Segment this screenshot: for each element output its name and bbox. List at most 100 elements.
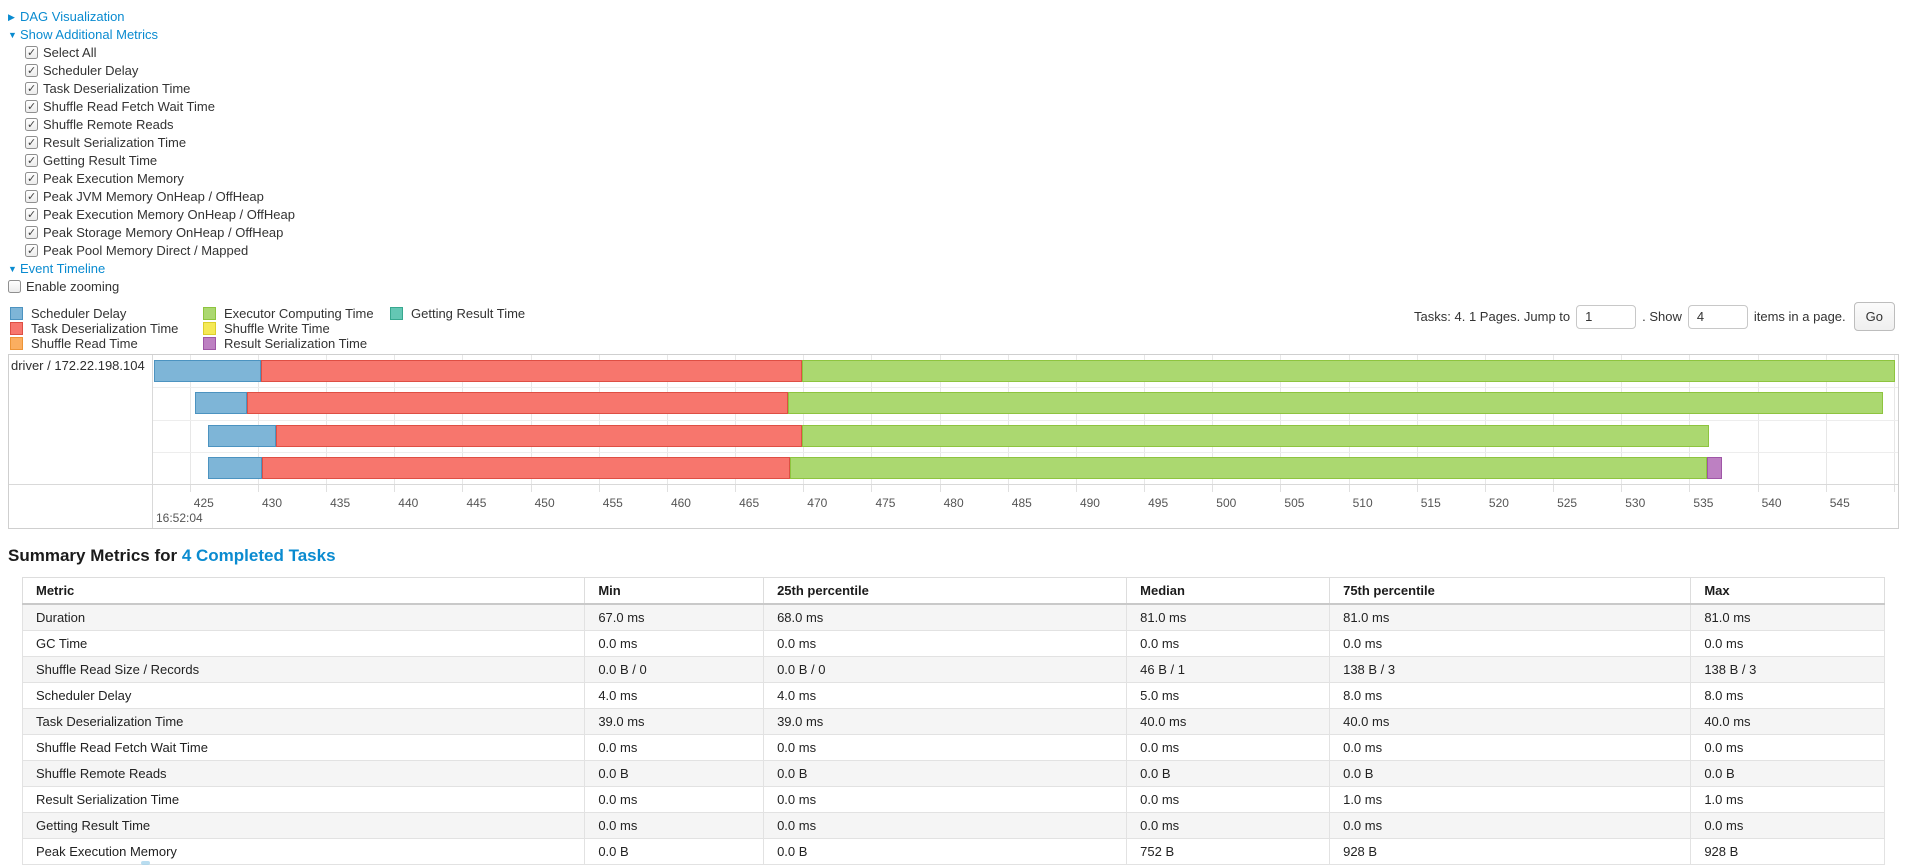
summary-row-peak-execution-memory: Peak Execution Memory 0.0 B 0.0 B 752 B 928 … bbox=[21, 838, 1885, 865]
summary-header-25th-percentile: 25th percentile bbox=[763, 577, 1128, 605]
axis-tick bbox=[1484, 485, 1486, 492]
axis-gridline bbox=[1007, 355, 1009, 484]
summary-cell: 4.0 ms bbox=[584, 682, 765, 709]
metric-option-peak-jvm-memory-onheap-offheap[interactable]: Peak JVM Memory OnHeap / OffHeap bbox=[25, 188, 1899, 206]
task-bar-segment-scheduler-delay[interactable] bbox=[195, 392, 248, 414]
metric-option-result-serialization-time[interactable]: Result Serialization Time bbox=[25, 134, 1899, 152]
task-bar-segment-task-deserialization-time[interactable] bbox=[262, 457, 790, 479]
summary-cell: 0.0 ms bbox=[584, 630, 765, 657]
enable-zooming-row[interactable]: Enable zooming bbox=[8, 278, 1899, 296]
summary-cell: 0.0 ms bbox=[1126, 630, 1331, 657]
metric-option-label: Getting Result Time bbox=[43, 153, 158, 168]
checkbox-checked-icon[interactable] bbox=[25, 62, 38, 80]
page-jump-input[interactable] bbox=[1576, 304, 1637, 329]
summary-cell: 0.0 B bbox=[763, 760, 1128, 787]
axis-tick-label: 425 bbox=[193, 496, 214, 510]
summary-cell: 0.0 ms bbox=[584, 734, 765, 761]
checkbox-checked-icon[interactable] bbox=[25, 170, 38, 188]
dag-visualization-link[interactable]: DAG Visualization bbox=[20, 9, 125, 24]
summary-cell: 0.0 ms bbox=[1690, 630, 1885, 657]
axis-tick bbox=[871, 485, 873, 492]
axis-tick bbox=[462, 485, 464, 492]
show-additional-metrics-link[interactable]: Show Additional Metrics bbox=[20, 27, 159, 42]
checkbox-checked-icon[interactable] bbox=[25, 242, 38, 260]
axis-gridline bbox=[1144, 355, 1146, 484]
legend-item-result-serialization-time: Result Serialization Time bbox=[203, 336, 374, 351]
task-bar-segment-task-deserialization-time[interactable] bbox=[247, 392, 789, 414]
axis-tick-label: 505 bbox=[1284, 496, 1305, 510]
completed-tasks-link[interactable]: 4 Completed Tasks bbox=[181, 546, 336, 565]
checkbox-checked-icon[interactable] bbox=[25, 152, 38, 170]
timeline-group-column: driver / 172.22.198.104 bbox=[9, 355, 153, 528]
summary-header-max: Max bbox=[1690, 577, 1885, 605]
task-deserialization-time-swatch-icon bbox=[10, 322, 23, 335]
task-bar-segment-result-serialization-time[interactable] bbox=[1707, 457, 1723, 479]
timeline-plot-area bbox=[153, 355, 1898, 484]
checkbox-checked-icon[interactable] bbox=[25, 134, 38, 152]
summary-cell: 0.0 ms bbox=[584, 812, 765, 839]
summary-cell: 928 B bbox=[1329, 838, 1692, 865]
summary-cell: 0.0 ms bbox=[763, 812, 1128, 839]
axis-tick bbox=[1416, 485, 1418, 492]
checkbox-checked-icon[interactable] bbox=[25, 206, 38, 224]
chevron-down-icon: ▼ bbox=[8, 30, 17, 40]
task-bar-segment-task-deserialization-time[interactable] bbox=[275, 425, 802, 447]
axis-tick-label: 445 bbox=[466, 496, 487, 510]
summary-cell: 81.0 ms bbox=[1329, 603, 1692, 631]
task-bar-segment-task-deserialization-time[interactable] bbox=[260, 360, 802, 382]
task-bar-segment-executor-computing-time[interactable] bbox=[801, 360, 1896, 382]
metric-option-peak-execution-memory[interactable]: Peak Execution Memory bbox=[25, 170, 1899, 188]
timeline-time-axis: 425 430 435 440 445 450 455 460 465 470 475 480 485 4… bbox=[9, 484, 1898, 528]
show-additional-metrics-toggle[interactable]: ▼ Show Additional Metrics bbox=[8, 26, 1899, 44]
checkbox-checked-icon[interactable] bbox=[25, 188, 38, 206]
axis-tick bbox=[394, 485, 396, 492]
summary-cell: 0.0 ms bbox=[1329, 630, 1692, 657]
axis-gridline bbox=[1212, 355, 1214, 484]
enable-zooming-checkbox[interactable] bbox=[8, 280, 21, 293]
metric-option-label: Shuffle Read Fetch Wait Time bbox=[43, 99, 215, 114]
checkbox-checked-icon[interactable] bbox=[25, 98, 38, 116]
task-bar-segment-executor-computing-time[interactable] bbox=[788, 392, 1883, 414]
checkbox-checked-icon[interactable] bbox=[25, 224, 38, 242]
task-bar-segment-executor-computing-time[interactable] bbox=[789, 457, 1708, 479]
axis-tick bbox=[189, 485, 191, 492]
summary-cell: 0.0 ms bbox=[1690, 734, 1885, 761]
task-bar-segment-executor-computing-time[interactable] bbox=[801, 425, 1709, 447]
checkbox-checked-icon[interactable] bbox=[25, 44, 38, 62]
summary-cell: 138 B / 3 bbox=[1690, 656, 1885, 683]
axis-tick-label: 475 bbox=[875, 496, 896, 510]
axis-tick-label: 480 bbox=[943, 496, 964, 510]
checkbox-checked-icon[interactable] bbox=[25, 116, 38, 134]
axis-tick-label: 440 bbox=[398, 496, 419, 510]
metric-option-shuffle-remote-reads[interactable]: Shuffle Remote Reads bbox=[25, 116, 1899, 134]
event-timeline-link[interactable]: Event Timeline bbox=[20, 261, 106, 276]
summary-cell: 0.0 ms bbox=[1329, 734, 1692, 761]
event-timeline-toggle[interactable]: ▼ Event Timeline bbox=[8, 260, 1899, 278]
summary-cell: 0.0 ms bbox=[1126, 812, 1331, 839]
metric-option-label: Scheduler Delay bbox=[43, 63, 139, 78]
metric-option-peak-storage-memory-onheap-offheap[interactable]: Peak Storage Memory OnHeap / OffHeap bbox=[25, 224, 1899, 242]
metric-option-label: Peak Execution Memory OnHeap / OffHeap bbox=[43, 207, 295, 222]
timeline-legend-column: Scheduler Delay Task Deserialization Time… bbox=[10, 306, 178, 351]
summary-cell: 81.0 ms bbox=[1690, 603, 1885, 631]
task-bar-segment-scheduler-delay[interactable] bbox=[207, 457, 263, 479]
metric-option-peak-execution-memory-onheap-offheap[interactable]: Peak Execution Memory OnHeap / OffHeap bbox=[25, 206, 1899, 224]
task-bar-segment-scheduler-delay[interactable] bbox=[154, 360, 261, 382]
metric-option-shuffle-read-fetch-wait-time[interactable]: Shuffle Read Fetch Wait Time bbox=[25, 98, 1899, 116]
metric-option-select-all[interactable]: Select All bbox=[25, 44, 1899, 62]
dag-visualization-toggle[interactable]: ▶ DAG Visualization bbox=[8, 8, 1899, 26]
metric-option-task-deserialization-time[interactable]: Task Deserialization Time bbox=[25, 80, 1899, 98]
timeline-axis-ticks: 425 430 435 440 445 450 455 460 465 470 475 480 485 4… bbox=[153, 485, 1898, 528]
metric-option-scheduler-delay[interactable]: Scheduler Delay bbox=[25, 62, 1899, 80]
summary-cell: 0.0 ms bbox=[1126, 734, 1331, 761]
go-button[interactable]: Go bbox=[1853, 302, 1895, 331]
task-bar-segment-scheduler-delay[interactable] bbox=[207, 425, 276, 447]
page-size-input[interactable] bbox=[1687, 304, 1748, 329]
metric-option-getting-result-time[interactable]: Getting Result Time bbox=[25, 152, 1899, 170]
axis-gridline bbox=[1280, 355, 1282, 484]
checkbox-checked-icon[interactable] bbox=[25, 80, 38, 98]
metric-option-label: Result Serialization Time bbox=[43, 135, 187, 150]
chevron-right-icon: ▶ bbox=[8, 12, 15, 22]
metric-option-peak-pool-memory-direct-mapped[interactable]: Peak Pool Memory Direct / Mapped bbox=[25, 242, 1899, 260]
summary-row-result-serialization-time: Result Serialization Time 0.0 ms 0.0 ms 0.0… bbox=[21, 786, 1885, 813]
